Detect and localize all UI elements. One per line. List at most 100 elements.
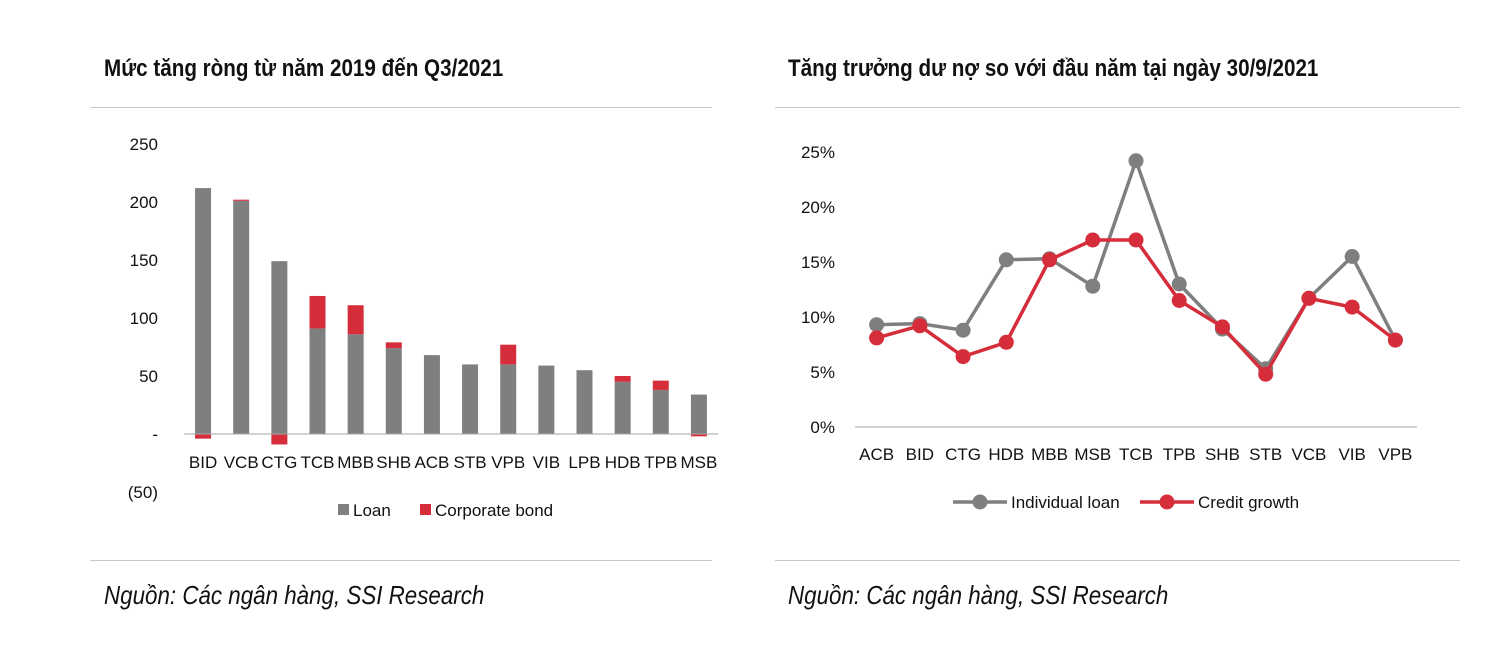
right-top-divider: [775, 107, 1460, 108]
x-tick-label: VCB: [224, 453, 259, 472]
x-tick-label: SHB: [1205, 445, 1240, 464]
loan-bar-vcb: [233, 200, 250, 434]
bond-bar-shb: [385, 342, 402, 349]
credit-growth-point-ctg: [955, 349, 971, 365]
x-tick-label: SHB: [376, 453, 411, 472]
left-bottom-divider: [90, 560, 712, 561]
loan-bar-msb: [690, 394, 707, 434]
legend-label: Loan: [353, 501, 391, 520]
bond-bar-tpb: [652, 380, 669, 390]
x-tick-label: HDB: [605, 453, 641, 472]
x-tick-label: BID: [906, 445, 934, 464]
x-tick-label: VIB: [1338, 445, 1365, 464]
left-chart-title: Mức tăng ròng từ năm 2019 đến Q3/2021: [104, 55, 504, 82]
y-tick-label: 100: [130, 309, 158, 328]
y-tick-label: (50): [128, 483, 158, 502]
x-tick-label: TPB: [1163, 445, 1196, 464]
bond-bar-mbb: [347, 305, 364, 335]
y-tick-label: 200: [130, 193, 158, 212]
x-tick-label: STB: [454, 453, 487, 472]
credit-growth-point-mbb: [1042, 252, 1058, 268]
x-tick-label: BID: [189, 453, 217, 472]
loan-bar-ctg: [271, 261, 288, 434]
x-tick-label: STB: [1249, 445, 1282, 464]
x-tick-label: LPB: [568, 453, 600, 472]
left-source-note: Nguồn: Các ngân hàng, SSI Research: [104, 580, 485, 610]
right-source-note: Nguồn: Các ngân hàng, SSI Research: [788, 580, 1169, 610]
right-bottom-divider: [775, 560, 1460, 561]
credit-growth-point-vcb: [1301, 290, 1317, 306]
credit-growth-point-acb: [869, 330, 885, 346]
y-tick-label: 20%: [801, 198, 835, 217]
bond-bar-hdb: [614, 376, 631, 382]
individual-loan-point-msb: [1085, 278, 1101, 294]
y-tick-label: 50: [139, 367, 158, 386]
credit-growth-point-stb: [1258, 366, 1274, 382]
loan-bar-tcb: [309, 328, 326, 434]
x-tick-label: MSB: [1074, 445, 1111, 464]
bond-bar-ctg: [271, 434, 288, 445]
loan-bar-hdb: [614, 381, 631, 434]
loan-bar-acb: [423, 355, 440, 434]
individual-loan-point-hdb: [998, 252, 1014, 268]
credit-growth-point-bid: [912, 318, 928, 334]
credit-growth-point-msb: [1085, 232, 1101, 248]
credit-growth-point-tpb: [1171, 293, 1187, 308]
x-tick-label: TCB: [1119, 445, 1153, 464]
credit-growth-point-hdb: [998, 334, 1014, 350]
x-tick-label: MSB: [681, 453, 718, 472]
y-tick-label: 150: [130, 251, 158, 270]
loan-bar-bid: [195, 188, 212, 434]
right-chart-title: Tăng trưởng dư nợ so với đầu năm tại ngà…: [788, 55, 1319, 82]
line-chart: 0% 5% 10% 15% 20% 25% ACB BID CTG HDB MBB MSB TCB TPB…: [801, 143, 1417, 512]
individual-loan-point-tcb: [1128, 153, 1144, 169]
y-tick-label: 15%: [801, 253, 835, 272]
individual-loan-line: [876, 159, 1397, 371]
loan-bar-mbb: [347, 334, 364, 434]
x-tick-label: ACB: [414, 453, 449, 472]
x-tick-label: VPB: [491, 453, 525, 472]
x-tick-label: CTG: [945, 445, 981, 464]
x-tick-label: CTG: [261, 453, 297, 472]
individual-loan-point-tpb: [1171, 276, 1187, 292]
x-tick-label: VIB: [533, 453, 560, 472]
legend-label: Corporate bond: [435, 501, 553, 520]
x-tick-label: TCB: [301, 453, 335, 472]
x-tick-label: HDB: [988, 445, 1024, 464]
x-tick-label: ACB: [859, 445, 894, 464]
x-tick-label: VCB: [1291, 445, 1326, 464]
bar-chart: 250 200 150 100 50 - (50) BID VCB CTG TCB MBB SHB ACB…: [128, 135, 718, 520]
legend-marker: [1159, 494, 1175, 510]
y-tick-label: 25%: [801, 143, 835, 162]
legend-label: Individual loan: [1011, 493, 1120, 512]
y-tick-label: -: [152, 425, 158, 444]
individual-loan-point-ctg: [955, 322, 971, 338]
bond-bar-bid: [195, 434, 212, 439]
y-tick-label: 0%: [810, 418, 835, 437]
individual-loan-point-vib: [1344, 249, 1360, 264]
credit-growth-point-vpb: [1387, 332, 1403, 348]
bond-bar-vpb: [500, 344, 517, 365]
loan-bar-tpb: [652, 389, 669, 434]
y-tick-label: 5%: [810, 363, 835, 382]
bond-bar-tcb: [309, 295, 326, 329]
legend-marker: [972, 494, 988, 510]
x-tick-label: MBB: [337, 453, 374, 472]
x-tick-label: TPB: [644, 453, 677, 472]
x-tick-label: VPB: [1378, 445, 1412, 464]
bond-bar-vcb: [233, 199, 250, 201]
y-tick-label: 250: [130, 135, 158, 154]
loan-bar-stb: [462, 364, 479, 434]
credit-growth-line: [876, 238, 1397, 376]
left-top-divider: [90, 107, 712, 108]
legend-swatch: [338, 504, 349, 515]
credit-growth-point-vib: [1344, 299, 1360, 315]
legend-swatch: [420, 504, 431, 515]
bond-bar-msb: [690, 434, 707, 437]
loan-bar-vib: [538, 365, 555, 434]
loan-bar-shb: [385, 348, 402, 434]
individual-loan-point-acb: [869, 317, 885, 333]
credit-growth-point-tcb: [1128, 232, 1144, 248]
loan-bar-vpb: [500, 364, 517, 434]
x-tick-label: MBB: [1031, 445, 1068, 464]
